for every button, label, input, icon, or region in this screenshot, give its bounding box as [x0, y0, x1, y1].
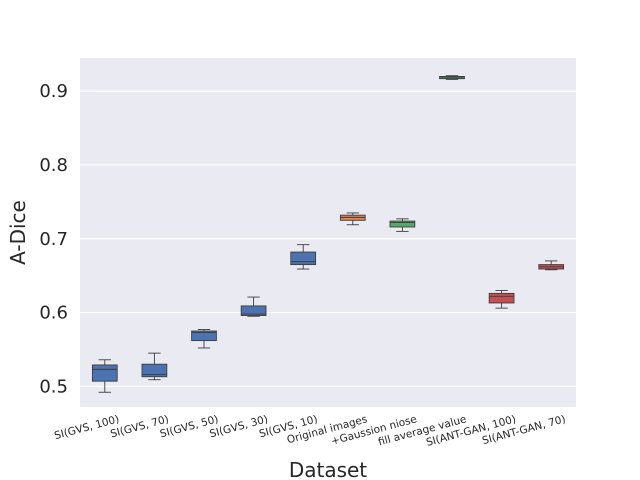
box-4 [240, 296, 267, 317]
box-body [240, 305, 267, 316]
box-10 [538, 260, 565, 271]
box-2 [141, 352, 168, 381]
box-7 [389, 218, 416, 232]
y-tick-label: 0.5 [39, 376, 68, 397]
x-axis-title: Dataset [289, 458, 367, 480]
box-3 [191, 329, 217, 349]
box-body [290, 251, 317, 266]
y-tick-labels: 0.5 0.6 0.7 0.8 0.9 [39, 81, 68, 397]
boxes [91, 75, 565, 393]
box-body [91, 364, 118, 382]
box-1 [91, 359, 118, 393]
y-tick-label: 0.9 [39, 81, 68, 102]
y-tick-label: 0.6 [39, 303, 68, 324]
x-tick-labels: SI(GVS, 100)SI(GVS, 70)SI(GVS, 50)SI(GVS… [53, 413, 567, 449]
box-5 [290, 244, 317, 270]
box-body [141, 363, 168, 378]
box-8 [439, 75, 465, 80]
gridlines [80, 90, 576, 387]
box-9 [488, 289, 515, 309]
y-tick-label: 0.8 [39, 155, 68, 176]
y-tick-label: 0.7 [39, 229, 68, 250]
box-6 [339, 212, 366, 226]
box-body [191, 330, 217, 342]
y-axis-title: A-Dice [6, 200, 30, 265]
box-body [389, 220, 416, 228]
plot-background [80, 58, 576, 407]
box-body [488, 292, 515, 304]
